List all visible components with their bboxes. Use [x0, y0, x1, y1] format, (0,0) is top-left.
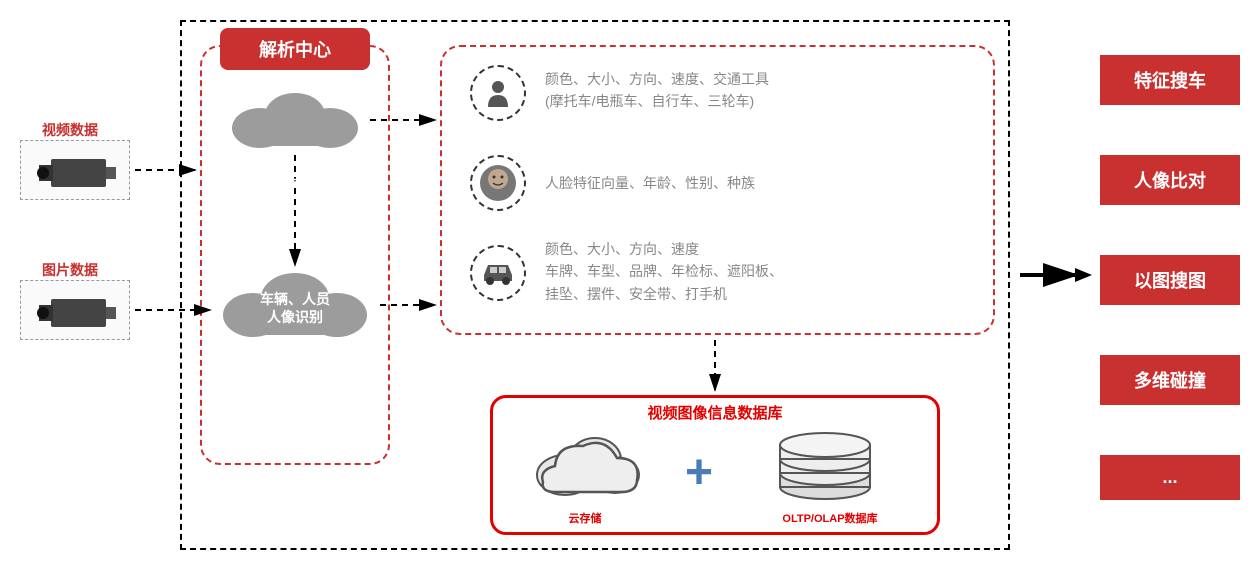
output-btn-2[interactable]: 人像比对	[1100, 155, 1240, 205]
camera-icon	[21, 141, 131, 201]
car-icon	[478, 259, 518, 287]
video-data-label: 视频数据	[25, 120, 115, 140]
face-icon	[478, 163, 518, 203]
cloud-video-structuring: 视频结构化	[225, 90, 365, 150]
car-icon-circle	[470, 245, 526, 301]
cloud2-line1: 车辆、人员	[215, 290, 375, 308]
output-btn-3[interactable]: 以图搜图	[1100, 255, 1240, 305]
camera-box-2	[20, 280, 130, 340]
cloud-storage-label: 云存储	[525, 510, 645, 526]
db-stack-icon	[770, 425, 880, 505]
image-data-label: 图片数据	[25, 260, 115, 280]
database-title: 视频图像信息数据库	[490, 402, 940, 423]
cloud2-line2: 人像识别	[215, 308, 375, 326]
cloud-recognition: 车辆、人员 人像识别	[215, 270, 375, 340]
face-attrs: 人脸特征向量、年龄、性别、种族	[545, 172, 975, 194]
person-icon	[482, 77, 514, 109]
output-btn-5[interactable]: ...	[1100, 455, 1240, 500]
db-stack-label: OLTP/OLAP数据库	[760, 510, 900, 526]
person-icon-circle	[470, 65, 526, 121]
output-btn-1[interactable]: 特征搜车	[1100, 55, 1240, 105]
face-icon-circle	[470, 155, 526, 211]
parse-center-title: 解析中心	[220, 28, 370, 70]
output-btn-4[interactable]: 多维碰撞	[1100, 355, 1240, 405]
person-attrs: 颜色、大小、方向、速度、交通工具 (摩托车/电瓶车、自行车、三轮车)	[545, 68, 975, 113]
cloud-storage-icon	[525, 430, 645, 500]
camera-icon	[21, 281, 131, 341]
camera-box-1	[20, 140, 130, 200]
plus-icon: +	[685, 445, 713, 500]
car-attrs: 颜色、大小、方向、速度 车牌、车型、品牌、年检标、遮阳板、 挂坠、摆件、安全带、…	[545, 238, 975, 305]
